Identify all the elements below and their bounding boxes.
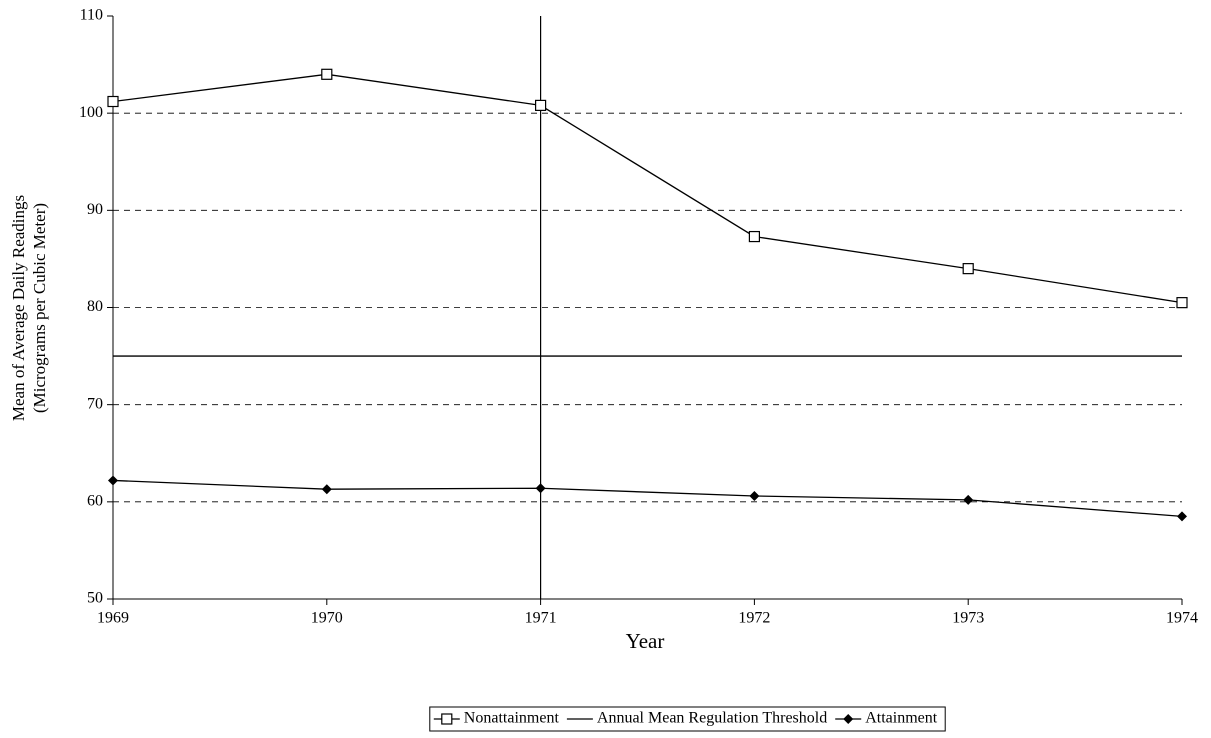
legend-item: Annual Mean Regulation Threshold xyxy=(566,710,827,727)
marker xyxy=(441,713,453,725)
legend-item: Nonattainment xyxy=(433,710,560,727)
x-axis-title: Year xyxy=(626,629,665,653)
x-tick-label: 1974 xyxy=(1166,610,1198,627)
marker xyxy=(321,68,333,80)
x-tick-label: 1971 xyxy=(525,610,557,627)
marker xyxy=(1177,511,1187,522)
series-line xyxy=(112,73,1183,304)
marker xyxy=(534,99,547,111)
marker xyxy=(963,494,974,505)
marker xyxy=(1176,297,1188,309)
marker xyxy=(749,491,760,502)
x-tick-label: 1969 xyxy=(97,610,129,627)
y-axis-title: Mean of Average Daily Readings xyxy=(9,195,28,421)
legend-label: Annual Mean Regulation Threshold xyxy=(597,710,827,727)
marker xyxy=(107,95,119,108)
legend-box xyxy=(429,706,946,732)
series-line xyxy=(112,479,1183,518)
marker xyxy=(321,484,332,495)
y-axis-title: (Micrograms per Cubic Meter) xyxy=(30,203,49,413)
y-tick-label: 60 xyxy=(87,493,103,510)
y-tick-label: 110 xyxy=(80,7,103,24)
x-tick-label: 1970 xyxy=(311,610,343,627)
x-tick-label: 1972 xyxy=(738,610,770,627)
y-tick-label: 100 xyxy=(79,104,103,121)
marker xyxy=(108,475,118,486)
marker xyxy=(843,714,854,724)
marker xyxy=(535,483,546,494)
legend-item: Attainment xyxy=(835,710,938,727)
y-tick-label: 70 xyxy=(87,395,103,412)
legend-label: Attainment xyxy=(865,710,938,727)
y-tick-label: 50 xyxy=(87,590,103,607)
legend: Nonattainment Annual Mean Regulation Thre… xyxy=(433,710,938,727)
y-tick-label: 90 xyxy=(87,201,103,218)
legend-label: Nonattainment xyxy=(464,710,560,727)
marker xyxy=(962,263,974,275)
marker xyxy=(748,230,761,243)
x-tick-label: 1973 xyxy=(952,610,984,627)
y-tick-label: 80 xyxy=(87,298,103,315)
